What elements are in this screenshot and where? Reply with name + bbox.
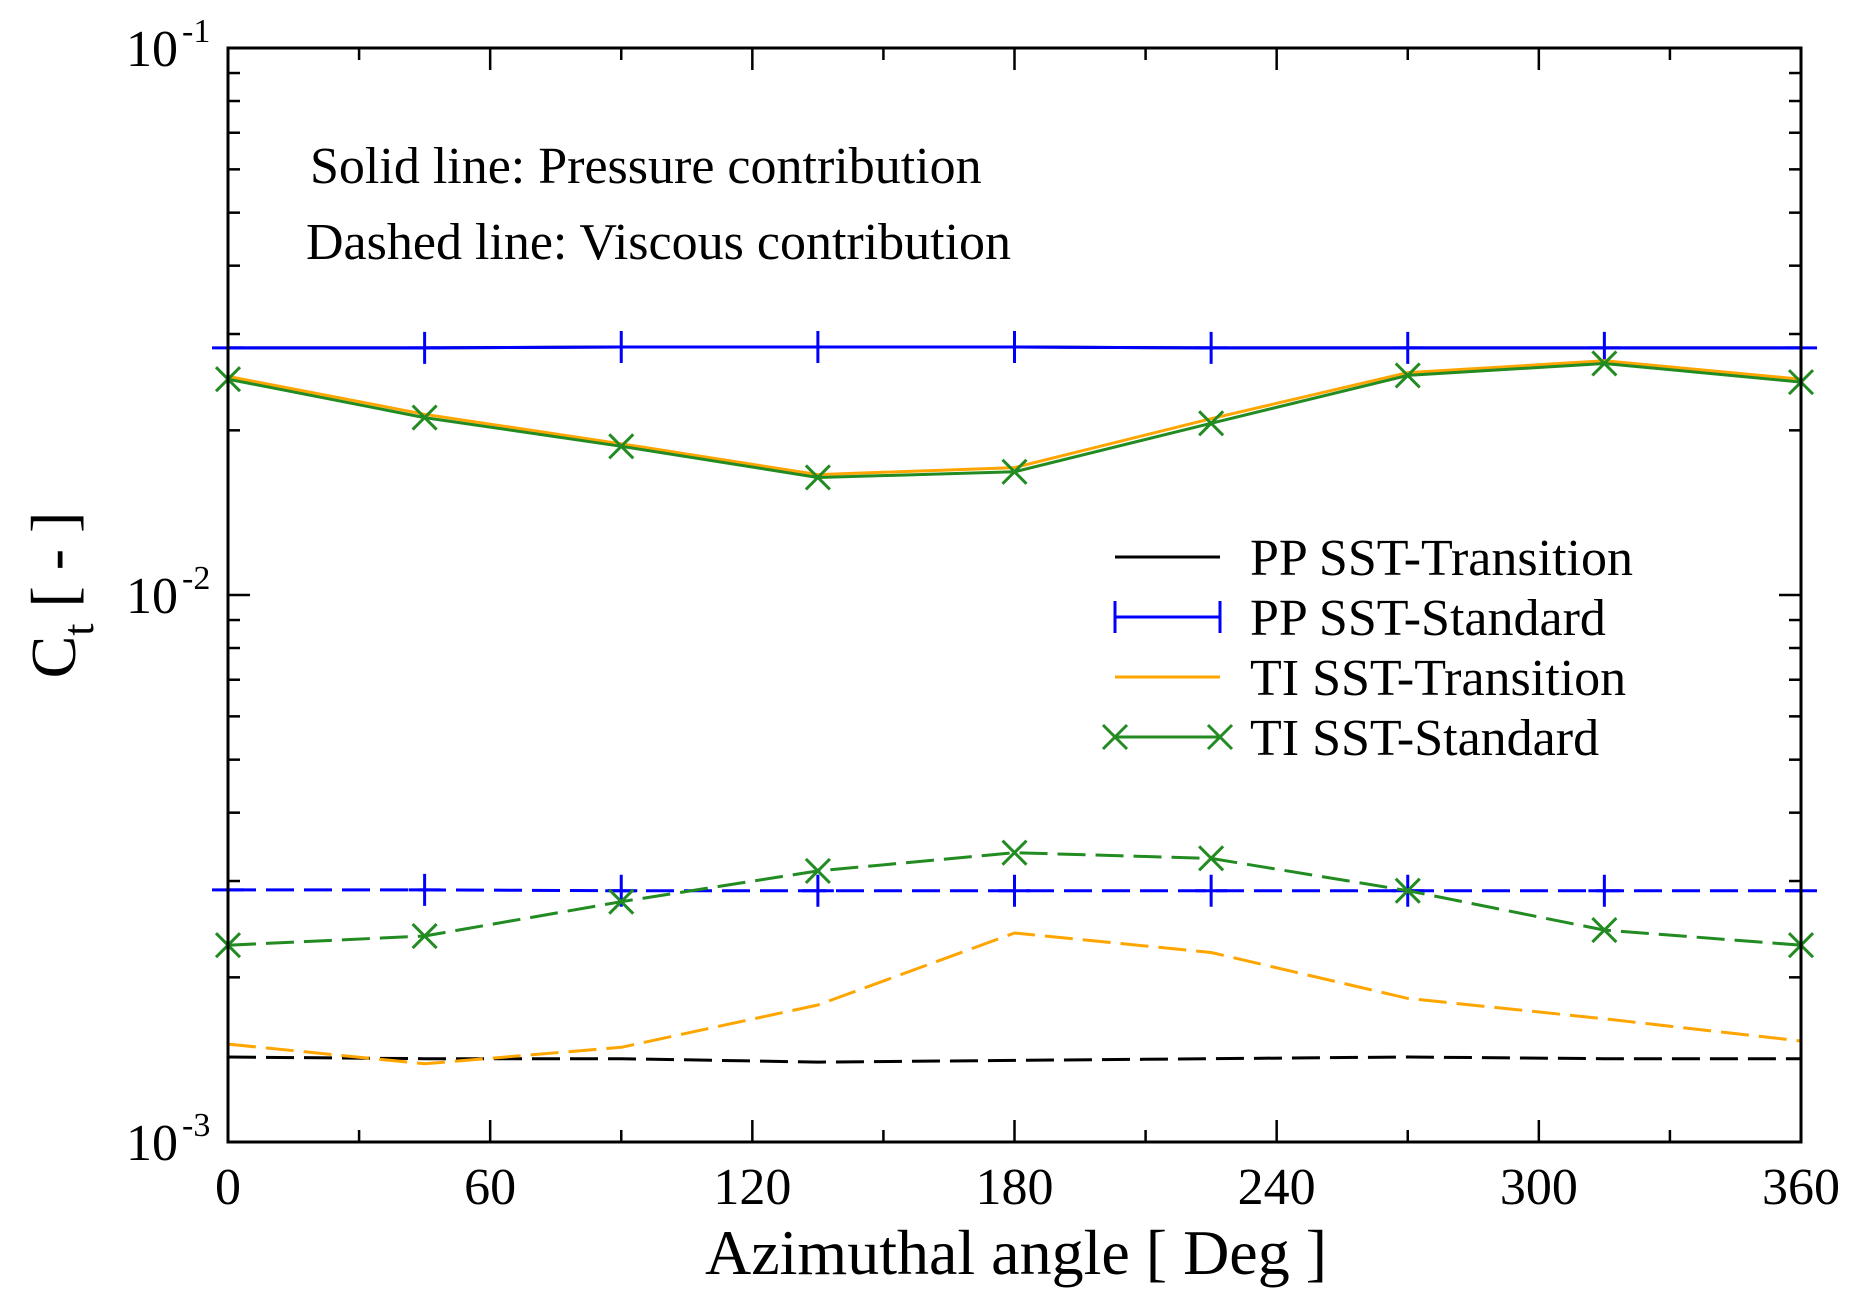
x-tick-label: 0 <box>215 1159 241 1216</box>
x-tick-label: 240 <box>1238 1159 1316 1216</box>
data-point-plus <box>408 873 441 906</box>
legend-label-ti-transition: TI SST-Transition <box>1250 650 1626 707</box>
plot-frame <box>226 46 1803 1144</box>
y-tick-label: 10 <box>126 568 178 625</box>
data-point-plus <box>1588 874 1621 907</box>
svg-text:Ct [ - ]: Ct [ - ] <box>18 512 103 679</box>
x-tick-label: 60 <box>464 1159 516 1216</box>
x-tick-label: 300 <box>1500 1159 1578 1216</box>
data-point-plus <box>801 874 834 907</box>
data-point-plus <box>1195 331 1228 364</box>
x-axis-label: Azimuthal angle [ Deg ] <box>705 1217 1327 1288</box>
annotation-dashed: Dashed line: Viscous contribution <box>306 214 1011 271</box>
data-point-plus <box>605 331 638 364</box>
legend-marker-ti-standard <box>1101 723 1129 751</box>
data-point-x <box>1394 362 1421 389</box>
data-point-plus <box>1391 331 1424 364</box>
series-layer <box>212 331 1817 1066</box>
y-axis-label-main: C <box>18 636 89 679</box>
data-point-x <box>1591 917 1618 944</box>
y-tick-label-exponent: -3 <box>182 1107 210 1144</box>
x-tick-label: 360 <box>1762 1159 1840 1216</box>
legend-label-pp-transition: PP SST-Transition <box>1250 530 1633 587</box>
data-point-x <box>804 857 831 884</box>
series-line-pressure-2 <box>227 359 1802 477</box>
data-point-x <box>1001 839 1028 866</box>
data-point-x <box>1001 458 1028 485</box>
data-point-x <box>1591 350 1618 377</box>
y-tick-label-exponent: -2 <box>182 560 210 597</box>
legend-label-ti-standard: TI SST-Standard <box>1250 710 1599 767</box>
y-axis-label-subscript: t <box>54 624 103 636</box>
data-point-x <box>804 464 831 491</box>
series-line-viscous-4 <box>227 1055 1801 1064</box>
x-tick-label: 120 <box>713 1159 791 1216</box>
y-tick-label: 10 <box>126 1115 178 1172</box>
legend-marker-ti-standard <box>1206 723 1234 751</box>
series-line-viscous-6 <box>227 931 1802 1066</box>
data-point-x <box>1198 845 1225 872</box>
data-point-x <box>1198 410 1225 437</box>
data-point-plus <box>801 331 834 364</box>
data-point-plus <box>1195 874 1228 907</box>
legend-label-pp-standard: PP SST-Standard <box>1250 590 1606 647</box>
data-point-plus <box>998 331 1031 364</box>
y-tick-label: 10 <box>126 21 178 78</box>
y-axis-label-units: [ - ] <box>18 512 89 624</box>
y-tick-label-exponent: -1 <box>182 13 210 50</box>
data-point-plus <box>998 874 1031 907</box>
data-point-x <box>608 433 635 460</box>
legend: PP SST-Transition PP SST-Standard TI SST… <box>1101 530 1633 767</box>
y-axis-label: Ct [ - ] <box>18 512 103 679</box>
x-tick-label: 180 <box>976 1159 1054 1216</box>
data-point-x <box>411 922 438 950</box>
data-point-x <box>411 404 438 431</box>
data-point-x <box>1394 877 1421 904</box>
data-point-plus <box>1588 331 1621 364</box>
data-point-x <box>608 888 635 915</box>
annotation-solid: Solid line: Pressure contribution <box>310 138 982 195</box>
data-point-plus <box>408 331 441 364</box>
